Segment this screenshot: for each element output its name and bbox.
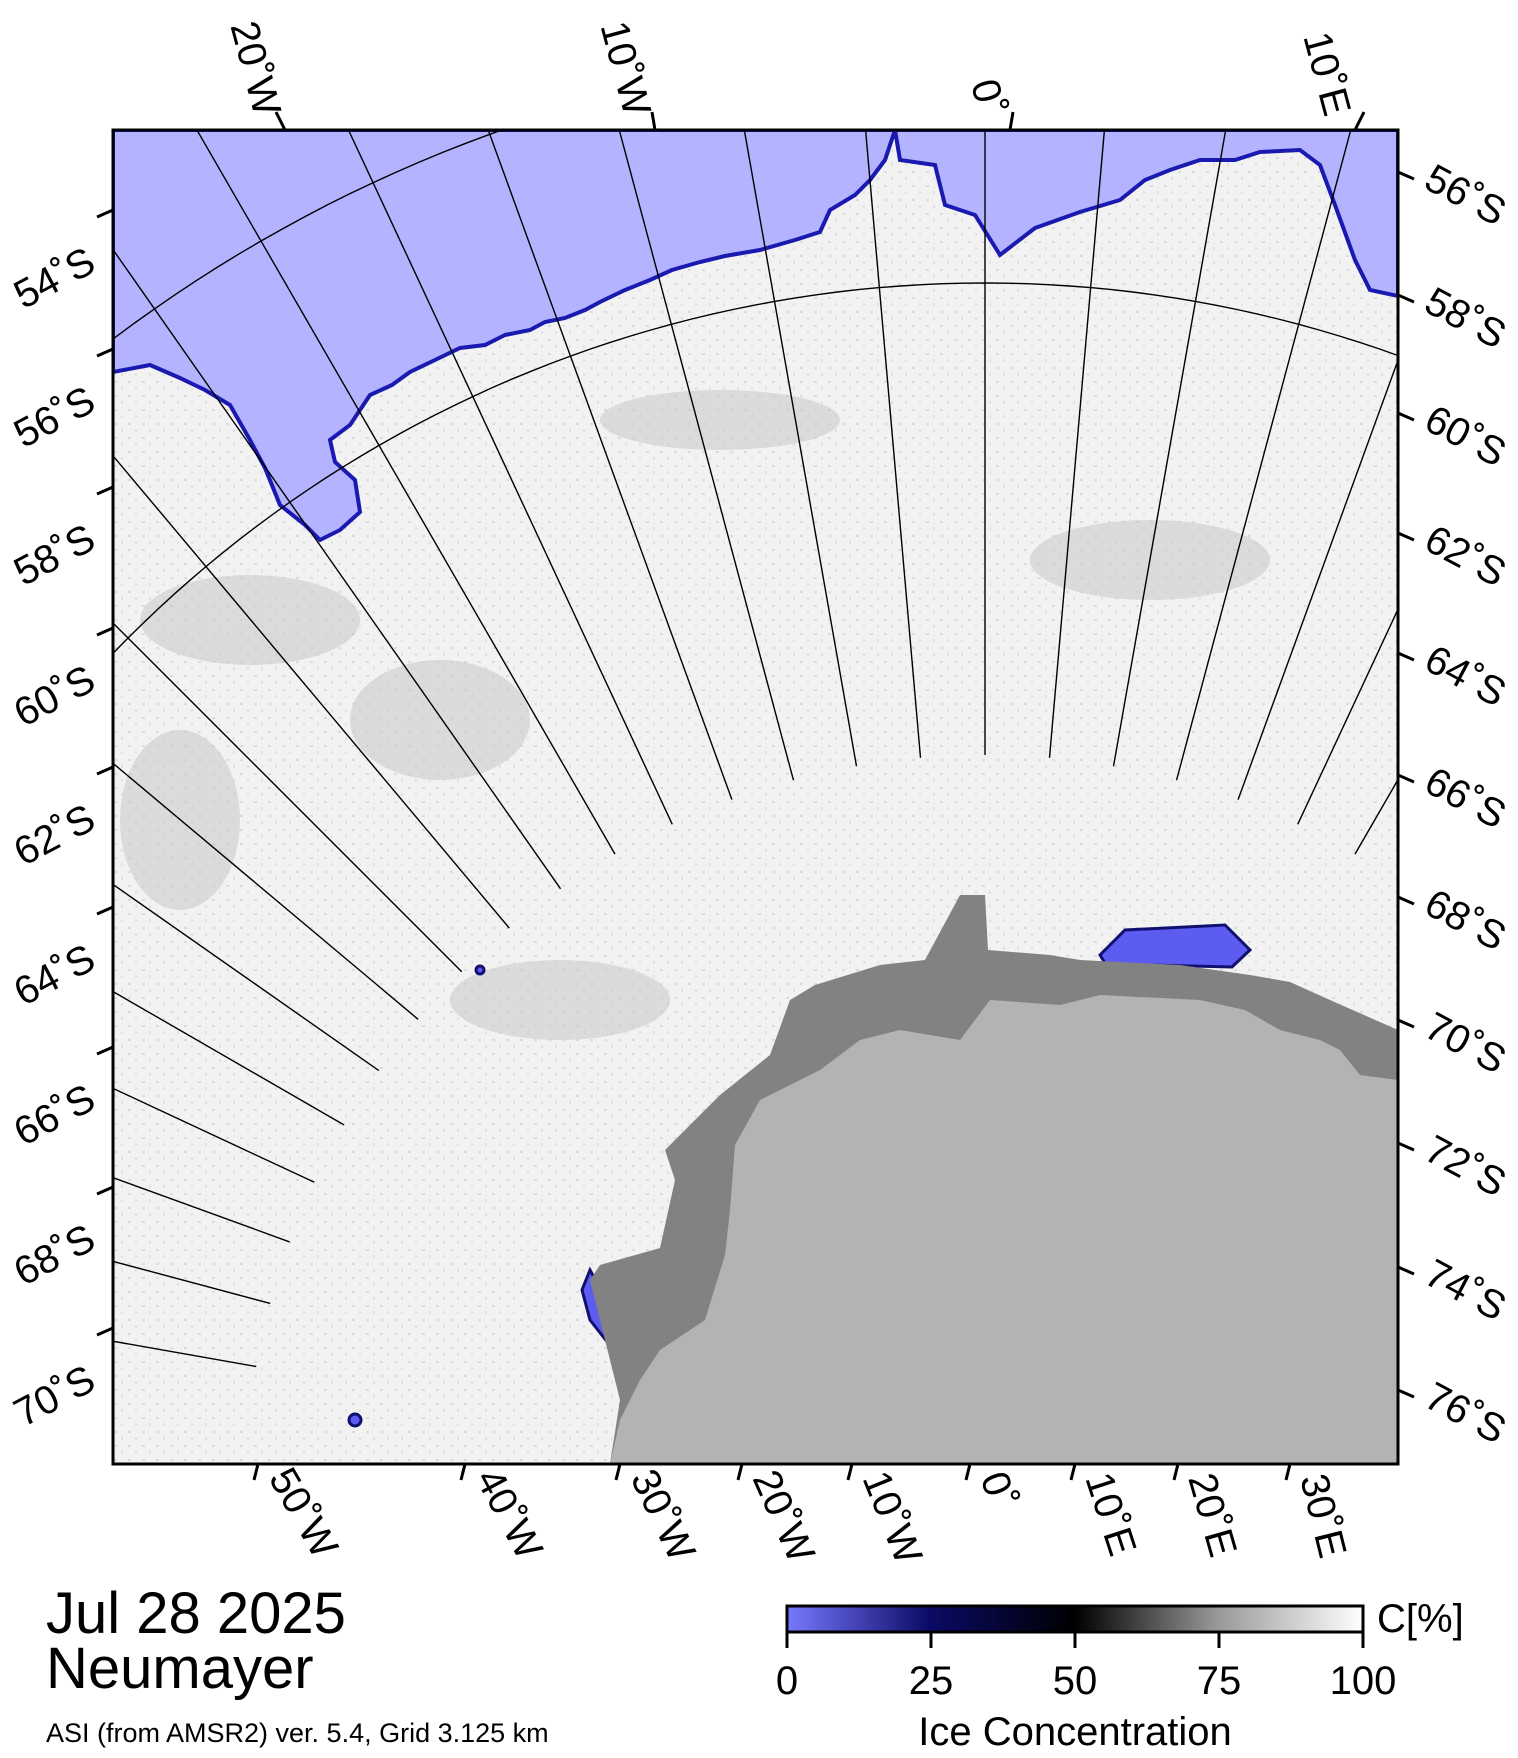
tick-mark: [614, 1463, 622, 1481]
tick-mark: [1008, 111, 1015, 131]
tick-mark: [274, 111, 287, 131]
tick-mark: [96, 1045, 114, 1056]
meridian-line: [1508, 0, 1518, 972]
tick-mark: [1397, 293, 1415, 304]
meridian-line: [618, 130, 795, 781]
tick-mark: [1069, 1463, 1077, 1481]
left-latitude-label: 54˚S: [7, 239, 102, 318]
meridian-line: [864, 130, 922, 758]
bottom-longitude-label: 10˚W: [854, 1465, 931, 1570]
left-latitude-label: 62˚S: [7, 796, 102, 875]
bottom-longitude-label: 30˚W: [622, 1463, 704, 1568]
tick-mark: [1397, 1018, 1415, 1029]
colorbar-gradient: [785, 1604, 1365, 1634]
tick-mark: [96, 485, 114, 496]
tick-mark: [650, 111, 657, 131]
top-longitude-label: 0˚: [962, 75, 1014, 121]
colorbar-title: Ice Concentration: [918, 1710, 1232, 1754]
tick-mark: [96, 1326, 114, 1337]
tick-mark: [1353, 111, 1366, 131]
bottom-longitude-label: 30˚E: [1291, 1470, 1354, 1563]
meridian-line: [487, 130, 733, 800]
left-latitude-label: 60˚S: [7, 657, 102, 736]
bottom-longitude-label: 10˚E: [1076, 1467, 1144, 1561]
tick-mark: [96, 208, 114, 219]
tick-mark: [96, 1185, 114, 1196]
right-latitude-label: 58˚S: [1418, 279, 1513, 358]
colorbar: C[%] Ice Concentration: [785, 1597, 1464, 1754]
right-latitude-label: 72˚S: [1418, 1127, 1513, 1206]
meridian-line: [113, 454, 510, 929]
tick-mark: [964, 1463, 972, 1481]
right-latitude-label: 70˚S: [1418, 1004, 1513, 1083]
tick-mark: [1397, 773, 1415, 784]
tick-mark: [1397, 651, 1415, 662]
tick-mark: [1397, 1141, 1415, 1152]
top-longitude-label: 10˚E: [1294, 27, 1358, 120]
date-title: Jul 28 2025: [46, 1581, 346, 1646]
left-latitude-label: 56˚S: [7, 378, 102, 457]
right-latitude-label: 66˚S: [1418, 759, 1513, 838]
tick-mark: [96, 905, 114, 916]
open-water: [113, 130, 1398, 543]
colorbar-unit: C[%]: [1377, 1597, 1464, 1641]
tick-mark: [1397, 531, 1415, 542]
colorbar-tick-label: 75: [1197, 1659, 1242, 1703]
right-latitude-label: 62˚S: [1418, 517, 1513, 596]
left-latitude-label: 70˚S: [7, 1357, 102, 1436]
meridian-line: [1048, 130, 1106, 758]
bottom-longitude-label: 40˚W: [467, 1462, 551, 1567]
tick-mark: [846, 1463, 854, 1481]
tick-mark: [1397, 1388, 1415, 1399]
tick-mark: [252, 1463, 260, 1481]
right-latitude-label: 56˚S: [1418, 156, 1513, 235]
meridian-line: [113, 248, 562, 890]
left-latitude-label: 66˚S: [7, 1076, 102, 1155]
left-latitude-label: 68˚S: [7, 1216, 102, 1295]
right-latitude-label: 60˚S: [1418, 397, 1513, 476]
tick-mark: [736, 1463, 744, 1481]
meridian-line: [1112, 130, 1227, 767]
tick-mark: [1397, 170, 1415, 181]
tick-mark: [1284, 1463, 1292, 1481]
right-latitude-label: 76˚S: [1418, 1374, 1513, 1453]
bottom-longitude-label: 20˚E: [1179, 1468, 1245, 1561]
meridian-line: [743, 130, 858, 767]
left-latitude-label: 58˚S: [7, 516, 102, 595]
tick-mark: [459, 1463, 467, 1481]
left-latitude-label: 64˚S: [7, 936, 102, 1015]
meridian-line: [196, 130, 616, 855]
meridian-line: [347, 130, 673, 825]
bottom-longitude-label: 50˚W: [260, 1461, 346, 1566]
bottom-longitude-label: 20˚W: [744, 1464, 823, 1569]
map-frame: [111, 128, 1400, 1466]
tick-mark: [1397, 1265, 1415, 1276]
colorbar-tick-label: 50: [1053, 1659, 1098, 1703]
colorbar-tick-label: 25: [909, 1659, 954, 1703]
graticule: [113, 0, 1518, 1368]
tick-mark: [1172, 1463, 1180, 1481]
tick-mark: [1397, 411, 1415, 422]
right-latitude-label: 64˚S: [1418, 637, 1513, 716]
tick-mark: [1397, 895, 1415, 906]
source-note: ASI (from AMSR2) ver. 5.4, Grid 3.125 km: [46, 1718, 549, 1748]
tick-mark: [96, 626, 114, 637]
colorbar-tick-label: 0: [776, 1659, 798, 1703]
antarctic-continent: [610, 995, 1398, 1464]
colorbar-tick-label: 100: [1330, 1659, 1397, 1703]
station-title: Neumayer: [46, 1636, 314, 1701]
tick-mark: [96, 347, 114, 358]
frame-ticks: [96, 111, 1415, 1481]
meridian-line: [1175, 130, 1352, 781]
right-latitude-label: 74˚S: [1418, 1251, 1513, 1330]
colorbar-ticks: [785, 1632, 1365, 1648]
top-longitude-label: 10˚W: [592, 17, 659, 121]
top-longitude-label: 20˚W: [222, 17, 289, 121]
right-latitude-label: 68˚S: [1418, 881, 1513, 960]
tick-mark: [96, 765, 114, 776]
bottom-longitude-label: 0˚: [972, 1466, 1026, 1514]
